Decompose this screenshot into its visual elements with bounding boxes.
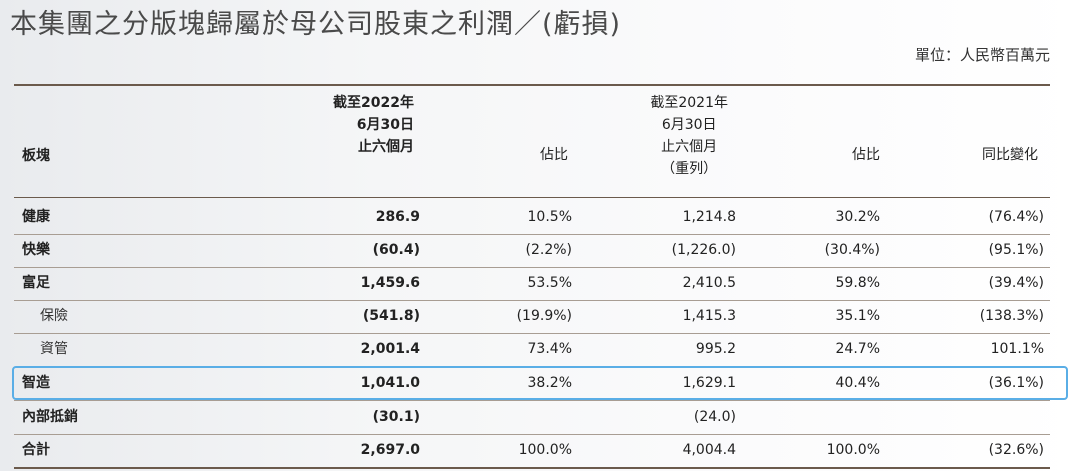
row-label: 合計 — [22, 442, 50, 458]
table-row: 資管 2,001.4 73.4% 995.2 24.7% 101.1% — [14, 333, 1050, 366]
share-2022: 38.2% — [527, 375, 572, 391]
row-label: 智造 — [22, 375, 50, 391]
yoy-change: (95.1%) — [988, 242, 1044, 258]
row-label: 富足 — [22, 275, 50, 291]
value-2021: 1,415.3 — [682, 308, 736, 324]
value-2022: 2,001.4 — [360, 341, 420, 357]
share-2022: 100.0% — [518, 442, 572, 458]
value-2021: 4,004.4 — [682, 442, 736, 458]
row-divider — [14, 400, 1050, 401]
share-2022: 53.5% — [527, 275, 572, 291]
yoy-change: (32.6%) — [988, 442, 1044, 458]
header-2021-restated: （重列） — [661, 161, 718, 177]
value-2021: (24.0) — [693, 409, 736, 425]
table-row: 智造 1,041.0 38.2% 1,629.1 40.4% (36.1%) — [14, 367, 1050, 400]
table-row: 健康 286.9 10.5% 1,214.8 30.2% (76.4%) — [14, 201, 1050, 234]
header-2022-line2: 6月30日 — [356, 117, 414, 133]
share-2021: 35.1% — [835, 308, 880, 324]
row-label: 資管 — [40, 341, 68, 357]
value-2022: 2,697.0 — [360, 442, 420, 458]
value-2022: (60.4) — [372, 242, 420, 258]
value-2021: (1,226.0) — [671, 242, 736, 258]
row-label: 內部抵銷 — [22, 409, 78, 425]
header-2022-line1: 截至2022年 — [333, 95, 414, 111]
table-bottom-rule — [14, 467, 1050, 469]
yoy-change: (138.3%) — [979, 308, 1044, 324]
header-2022-line3: 止六個月 — [358, 139, 414, 155]
row-label: 快樂 — [22, 242, 50, 258]
value-2022: (541.8) — [362, 308, 420, 324]
value-2021: 995.2 — [695, 341, 736, 357]
yoy-change: (76.4%) — [988, 209, 1044, 225]
header-2021: 截至2021年 6月30日 止六個月 （重列） — [650, 92, 728, 180]
table-row: 內部抵銷 (30.1) (24.0) — [14, 401, 1050, 434]
header-2021-line2: 6月30日 — [661, 117, 717, 133]
header-2022: 截至2022年 6月30日 止六個月 — [333, 92, 414, 158]
table-top-rule — [14, 84, 1050, 86]
row-divider — [14, 300, 1050, 301]
share-2022: (19.9%) — [516, 308, 572, 324]
unit-label: 單位：人民幣百萬元 — [914, 46, 1050, 64]
header-yoy: 同比變化 — [982, 147, 1038, 163]
row-divider — [14, 333, 1050, 334]
row-divider — [14, 267, 1050, 268]
header-share-2022: 佔比 — [540, 147, 568, 163]
share-2022: 73.4% — [527, 341, 572, 357]
share-2021: (30.4%) — [824, 242, 880, 258]
yoy-change: 101.1% — [990, 341, 1044, 357]
header-segment: 板塊 — [22, 148, 50, 164]
row-label: 保險 — [40, 308, 68, 324]
value-2021: 1,214.8 — [682, 209, 736, 225]
header-share-2021: 佔比 — [852, 147, 880, 163]
table-row: 富足 1,459.6 53.5% 2,410.5 59.8% (39.4%) — [14, 267, 1050, 300]
value-2021: 1,629.1 — [682, 375, 736, 391]
share-2021: 30.2% — [835, 209, 880, 225]
row-label: 健康 — [22, 209, 50, 225]
value-2022: (30.1) — [372, 409, 420, 425]
share-2021: 100.0% — [826, 442, 880, 458]
page-title: 本集團之分版塊歸屬於母公司股東之利潤／(虧損) — [10, 9, 622, 40]
table-header-rule — [14, 197, 1050, 198]
row-divider — [14, 434, 1050, 435]
share-2022: (2.2%) — [525, 242, 573, 258]
header-2021-line3: 止六個月 — [661, 139, 718, 155]
table-row: 合計 2,697.0 100.0% 4,004.4 100.0% (32.6%) — [14, 434, 1050, 467]
row-highlight-box — [12, 366, 1068, 400]
share-2021: 59.8% — [835, 275, 880, 291]
share-2022: 10.5% — [527, 209, 572, 225]
value-2022: 286.9 — [375, 209, 420, 225]
yoy-change: (36.1%) — [988, 375, 1044, 391]
table-row: 快樂 (60.4) (2.2%) (1,226.0) (30.4%) (95.1… — [14, 234, 1050, 267]
value-2021: 2,410.5 — [682, 275, 736, 291]
header-2021-line1: 截至2021年 — [650, 95, 728, 111]
row-divider — [14, 234, 1050, 235]
value-2022: 1,041.0 — [360, 375, 420, 391]
yoy-change: (39.4%) — [988, 275, 1044, 291]
value-2022: 1,459.6 — [360, 275, 420, 291]
share-2021: 24.7% — [835, 341, 880, 357]
table-row: 保險 (541.8) (19.9%) 1,415.3 35.1% (138.3%… — [14, 300, 1050, 333]
share-2021: 40.4% — [835, 375, 880, 391]
